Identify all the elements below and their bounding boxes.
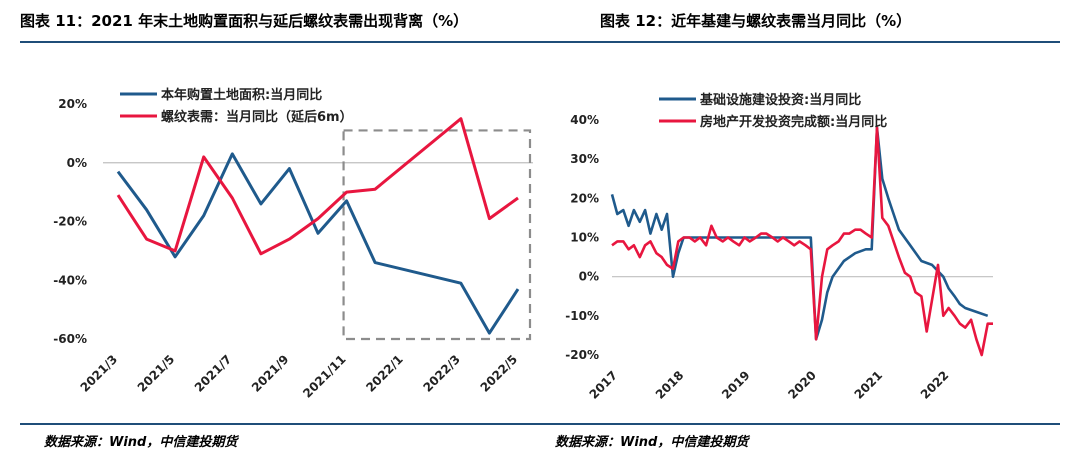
y-tick-label: 40% bbox=[570, 113, 599, 127]
y-tick-label: -40% bbox=[53, 273, 87, 287]
series-line-1 bbox=[610, 126, 989, 341]
y-tick-label: 20% bbox=[570, 191, 599, 205]
x-tick-label: 2020 bbox=[785, 368, 819, 402]
chart-11: 20% 0% -20% -40% -60% 2021/3 2021/5 2021/7 2021/… bbox=[53, 87, 533, 401]
chart-12-source: 数据来源：Wind，中信建投期货 bbox=[555, 435, 749, 450]
y-tick-label: -20% bbox=[53, 215, 87, 229]
x-tick-label: 2021/11 bbox=[300, 352, 348, 400]
x-tick-label: 2022/5 bbox=[478, 352, 521, 395]
legend-label-1: 基础设施建设投资:当月同比 bbox=[699, 92, 861, 108]
y-tick-label: -20% bbox=[565, 348, 599, 362]
highlight-box bbox=[342, 129, 532, 341]
chart-11-source: 数据来源：Wind，中信建投期货 bbox=[44, 435, 238, 450]
header-divider bbox=[20, 41, 1060, 43]
x-tick-label: 2022/3 bbox=[420, 352, 463, 395]
legend-label-2: 螺纹表需：当月同比（延后6m） bbox=[161, 109, 353, 125]
y-tick-label: 0% bbox=[579, 270, 599, 284]
chart-12: 40% 30% 20% 10% 0% -10% -20% 2017 2018 2019 2020 20… bbox=[565, 92, 993, 402]
legend-label-1: 本年购置土地面积:当月同比 bbox=[161, 87, 322, 103]
x-tick-label: 2021/5 bbox=[135, 352, 178, 395]
x-tick-label: 2021/9 bbox=[249, 352, 292, 395]
x-tick-label: 2019 bbox=[719, 368, 753, 402]
y-tick-label: 0% bbox=[67, 156, 87, 170]
x-tick-label: 2022 bbox=[918, 368, 952, 402]
x-tick-label: 2021/3 bbox=[78, 352, 121, 395]
y-tick-label: -60% bbox=[53, 332, 87, 346]
y-tick-label: -10% bbox=[565, 309, 599, 323]
y-tick-label: 30% bbox=[570, 152, 599, 166]
footer-divider bbox=[20, 423, 1060, 425]
chart-11-title: 图表 11：2021 年末土地购置面积与延后螺纹表需出现背离（%） bbox=[20, 12, 469, 30]
legend-label-2: 房地产开发投资完成额:当月同比 bbox=[700, 114, 887, 130]
chart-12-title: 图表 12：近年基建与螺纹表需当月同比（%） bbox=[600, 12, 912, 30]
x-tick-label: 2022/1 bbox=[363, 352, 406, 395]
x-tick-label: 2021/7 bbox=[192, 352, 235, 395]
series-line-2 bbox=[116, 117, 519, 256]
x-tick-label: 2018 bbox=[653, 368, 687, 402]
series-line-1 bbox=[116, 152, 520, 335]
series-line-2 bbox=[611, 126, 993, 357]
x-tick-label: 2021 bbox=[852, 368, 886, 402]
x-tick-label: 2017 bbox=[587, 368, 621, 402]
y-tick-label: 10% bbox=[570, 231, 599, 245]
y-tick-label: 20% bbox=[58, 97, 87, 111]
